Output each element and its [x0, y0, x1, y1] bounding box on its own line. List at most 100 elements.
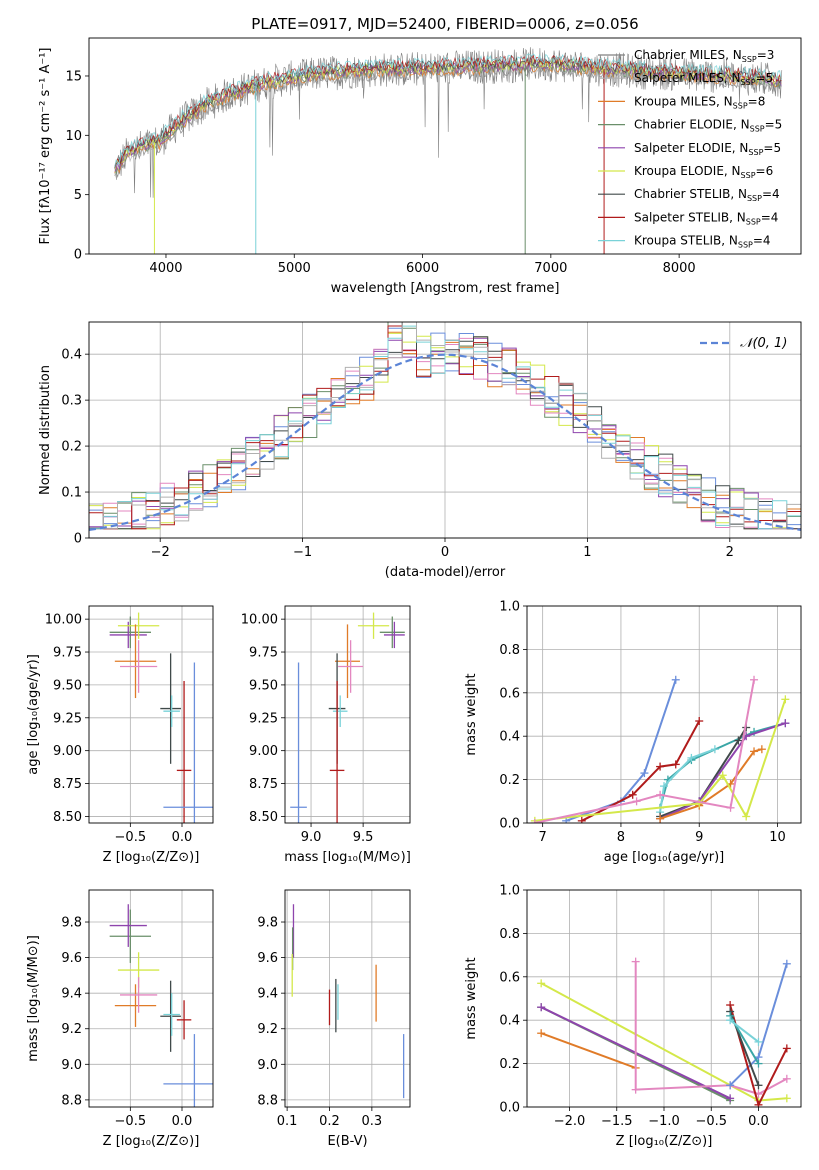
weight-series	[540, 1032, 637, 1069]
y-tick-label: 0.6	[499, 686, 520, 701]
x-tick-label: 8	[617, 830, 625, 845]
errorbar-point	[160, 980, 181, 1052]
legend-label: Kroupa MILES, NSSP=8	[634, 94, 765, 110]
y-axis-label: mass weight	[464, 673, 479, 755]
y-tick-label: 10	[65, 129, 82, 144]
axes-frame	[526, 889, 802, 1108]
y-tick-label: 9.25	[249, 711, 278, 726]
errorbar-point	[120, 977, 158, 1013]
legend-sub: SSP	[741, 171, 756, 180]
errorbar-point	[109, 909, 151, 963]
y-tick-label: 0.3	[61, 394, 82, 409]
errorbar-point	[176, 680, 192, 823]
weight-series	[729, 1019, 760, 1043]
legend-sub: SSP	[750, 125, 765, 134]
y-tick-label: 9.75	[53, 646, 82, 661]
errorbar-point	[120, 640, 158, 693]
y-tick-label: 10.00	[241, 613, 278, 628]
model-spectrum	[114, 53, 782, 167]
chart-weight_vs_age: 7 8 9 10 0.0 0.2 0.4 0.6 0.8 1.0 age [log₁₀(age/yr…	[464, 600, 802, 865]
y-tick-label: 9.6	[61, 951, 82, 966]
x-axis-label: age [log₁₀(age/yr)]	[604, 850, 725, 865]
x-tick-label: 0.3	[362, 1114, 383, 1129]
y-tick-label: 9.2	[257, 1022, 278, 1037]
chart-spectrum: 4000 5000 6000 7000 8000 0 5 10 15 wavelength [An…	[38, 37, 802, 296]
histogram-step	[89, 325, 801, 530]
y-tick-label: 0.1	[61, 486, 82, 501]
legend-label: 𝒩(0, 1)	[740, 336, 787, 351]
legend-label: Salpeter MILES, NSSP=5	[634, 71, 773, 87]
x-tick-label: 0.0	[172, 830, 193, 845]
axes-frame	[88, 889, 214, 1108]
y-tick-label: 0.2	[499, 773, 520, 788]
x-tick-label: 0.1	[277, 1114, 298, 1129]
x-tick-label: 7000	[534, 261, 567, 276]
axes-frame	[88, 37, 802, 255]
legend-value: =8	[748, 94, 766, 108]
y-tick-label: 9.00	[53, 744, 82, 759]
histogram-step	[89, 322, 801, 530]
y-tick-label: 9.25	[53, 711, 82, 726]
errorbar-point	[114, 984, 157, 1027]
errorbar-point	[163, 993, 180, 1036]
x-tick-label: 4000	[149, 261, 182, 276]
x-tick-label: 0.2	[319, 1114, 340, 1129]
x-axis-label: wavelength [Angstrom, rest frame]	[331, 281, 560, 296]
x-axis-label: mass [log₁₀(M/M⊙)]	[284, 850, 411, 865]
x-axis-label: Z [log₁₀(Z/Z⊙)]	[103, 850, 200, 865]
legend-sub: SSP	[733, 101, 748, 110]
y-tick-label: 0.0	[499, 817, 520, 832]
y-axis-label: age [log₁₀(age/yr)]	[26, 654, 41, 775]
x-tick-label: −0.5	[115, 1114, 147, 1129]
y-tick-label: 1.0	[499, 884, 520, 899]
errorbar-point	[290, 662, 307, 823]
x-tick-label: 0	[441, 545, 449, 560]
gaussian-curve	[89, 353, 801, 531]
legend-sub: SSP	[741, 78, 756, 87]
errorbar-point	[176, 1000, 192, 1040]
errorbars	[290, 612, 405, 823]
legend-sub: SSP	[747, 194, 762, 203]
axes-frame	[88, 321, 802, 539]
errorbar-point	[332, 695, 348, 727]
observed-spectrum	[114, 47, 783, 198]
chart-mass_vs_Z: −0.5 0.0 8.8 9.0 9.2 9.4 9.6 9.8 Z [log₁₀(Z/Z⊙)]…	[26, 889, 214, 1149]
weight-series	[659, 722, 786, 820]
y-tick-label: 8.8	[257, 1093, 278, 1108]
x-tick-label: 5000	[278, 261, 311, 276]
y-tick-label: 15	[65, 69, 82, 84]
y-tick-label: 9.6	[257, 951, 278, 966]
legend-label: Salpeter ELODIE, NSSP=5	[634, 141, 781, 157]
y-tick-label: 9.00	[249, 744, 278, 759]
legend-label: Chabrier STELIB, NSSP=4	[634, 187, 780, 203]
y-tick-label: 1.0	[499, 600, 520, 615]
model-spectrum	[114, 54, 782, 169]
y-tick-label: 8.75	[53, 777, 82, 792]
legend-label: Kroupa ELODIE, NSSP=6	[634, 164, 773, 180]
legend-value: =4	[762, 187, 780, 201]
y-axis-label: mass weight	[464, 957, 479, 1039]
y-tick-label: 0.4	[61, 348, 82, 363]
legend-value: =6	[756, 164, 774, 178]
errorbars	[291, 904, 405, 1099]
y-tick-label: 0.4	[499, 1014, 520, 1029]
y-tick-label: 0.6	[499, 970, 520, 985]
errorbar-point	[163, 662, 213, 823]
errorbar-point	[109, 616, 151, 649]
y-tick-label: 9.2	[61, 1022, 82, 1037]
y-tick-label: 10.00	[45, 613, 82, 628]
errorbar-point	[335, 624, 360, 699]
errorbars	[109, 612, 213, 823]
x-tick-label: 8000	[663, 261, 696, 276]
y-tick-label: 9.0	[257, 1058, 278, 1073]
errorbar-point	[383, 621, 405, 649]
x-tick-label: 1	[583, 545, 591, 560]
chart-mass_vs_ebv: 0.1 0.2 0.3 8.8 9.0 9.2 9.4 9.6 9.8 E(B-V)	[257, 889, 411, 1149]
x-tick-label: 10	[769, 830, 786, 845]
x-tick-label: 0.0	[748, 1114, 769, 1129]
y-tick-label: 8.50	[249, 810, 278, 825]
y-tick-label: 0.2	[499, 1057, 520, 1072]
y-axis-label: mass [log₁₀(M/M⊙)]	[26, 935, 41, 1062]
x-tick-label: −1.0	[648, 1114, 680, 1129]
legend-sub: SSP	[746, 217, 761, 226]
